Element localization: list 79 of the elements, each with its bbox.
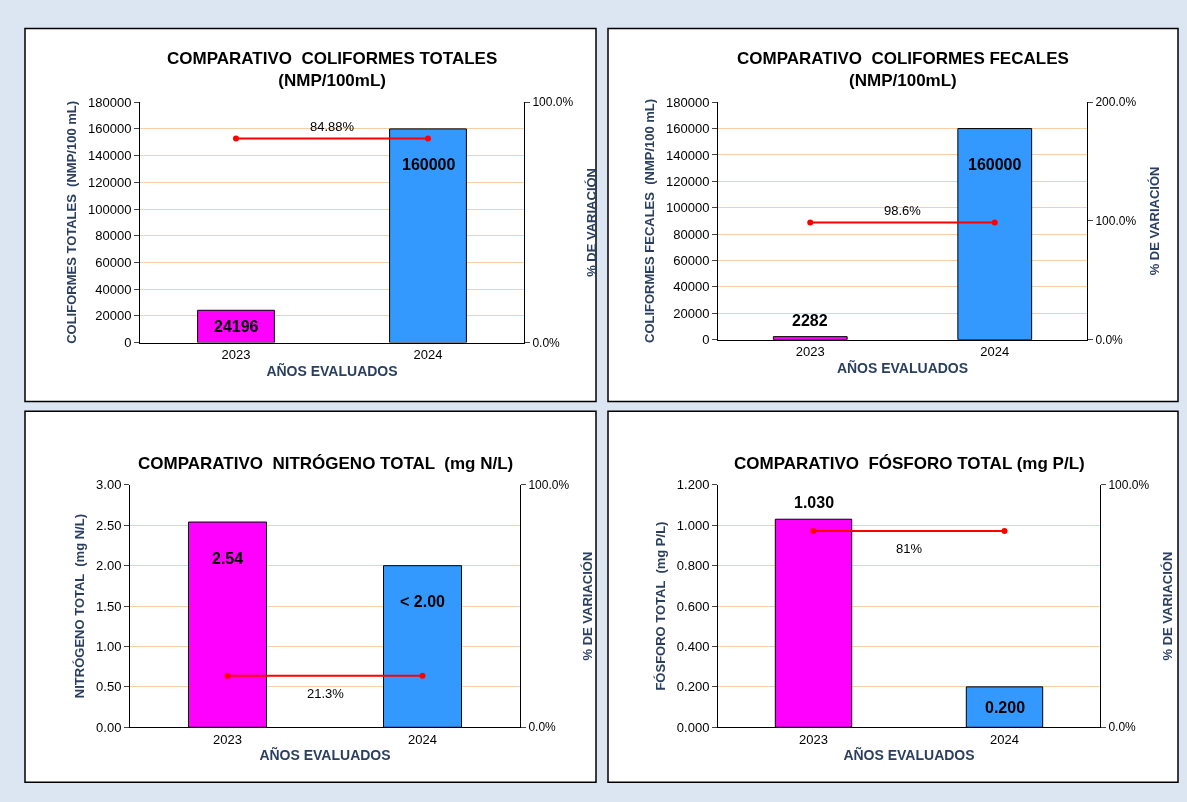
x-axis-title: AÑOS EVALUADOS	[843, 746, 975, 764]
data-label: 160000	[968, 156, 1022, 173]
y2-tick-label: 0.0%	[528, 720, 557, 735]
y-axis-title: NITRÓGENO TOTAL (mg N/L)	[72, 514, 88, 699]
y2-axis-title: % DE VARIACIÓN	[1160, 551, 1176, 661]
y-tick-label: 1.000	[676, 517, 710, 533]
y-tick-label: 120000	[666, 173, 710, 189]
data-label: 24196	[214, 318, 259, 335]
y-tick-label: 0	[124, 335, 132, 351]
y-tick-label: 0.600	[676, 598, 710, 614]
x-tick-label: 2023	[213, 731, 242, 747]
y2-axis-title: % DE VARIACIÓN	[584, 167, 600, 277]
y-axis-title: COLIFORMES TOTALES (NMP/100 mL)	[63, 100, 79, 344]
data-label: 2282	[792, 312, 828, 329]
y-tick-label: 20000	[95, 308, 132, 324]
y-tick-label: 1.50	[96, 598, 122, 614]
annotation: 98.6%	[884, 203, 922, 218]
x-axis-title: AÑOS EVALUADOS	[259, 746, 391, 764]
y-tick-label: 80000	[673, 226, 710, 242]
data-label: 1.030	[794, 494, 835, 511]
y-tick-label: 40000	[673, 279, 710, 295]
y2-tick-label: 100.0%	[1108, 478, 1150, 493]
y-tick-label: 1.00	[96, 639, 122, 655]
y-tick-label: 180000	[88, 94, 132, 110]
y-tick-label: 80000	[95, 228, 132, 244]
x-axis-title: AÑOS EVALUADOS	[836, 358, 969, 376]
y-tick-label: 180000	[666, 94, 710, 110]
y-tick-label: 60000	[95, 255, 132, 271]
annotation: 81%	[896, 541, 923, 556]
y-tick-label: 0.000	[676, 719, 710, 735]
y-tick-label: 20000	[673, 305, 710, 321]
y2-axis-title: % DE VARIACIÓN	[1147, 166, 1163, 276]
data-label: 0.200	[985, 699, 1026, 716]
x-tick-label: 2024	[990, 731, 1019, 747]
x-tick-label: 2023	[221, 347, 251, 363]
y-tick-label: 100000	[666, 200, 710, 216]
y-tick-label: 0.800	[676, 558, 710, 574]
y-tick-label: 120000	[88, 174, 132, 190]
y-tick-label: 3.00	[96, 477, 122, 493]
data-label: 2.54	[212, 550, 244, 567]
y2-tick-label: 0.0%	[532, 335, 561, 350]
y2-tick-label: 0.0%	[1108, 720, 1137, 735]
y-tick-label: 40000	[95, 281, 132, 297]
x-tick-label: 2023	[799, 731, 828, 747]
y2-tick-label: 200.0%	[1095, 95, 1137, 110]
y2-axis-title: % DE VARIACIÓN	[580, 551, 596, 661]
annotation: 21.3%	[307, 686, 345, 701]
y-tick-label: 0.200	[676, 679, 710, 695]
y2-tick-label: 100.0%	[532, 95, 574, 110]
x-tick-label: 2024	[408, 731, 437, 747]
y-tick-label: 60000	[673, 253, 710, 269]
y-tick-label: 140000	[88, 148, 132, 164]
y-axis-title: COLIFORMES FECALES (NMP/100 mL)	[641, 98, 657, 343]
chart-title: COMPARATIVO COLIFORMES TOTALES (NMP/100mL)	[167, 49, 498, 91]
data-label: 160000	[402, 156, 456, 173]
y-tick-label: 2.00	[96, 558, 122, 574]
x-tick-label: 2024	[980, 344, 1010, 360]
y-tick-label: 0	[702, 332, 710, 348]
chart-title: COMPARATIVO FÓSFORO TOTAL (mg P/L)	[734, 454, 1085, 473]
y-axis-title: FÓSFORO TOTAL (mg P/L)	[652, 521, 668, 691]
chart-title: COMPARATIVO NITRÓGENO TOTAL (mg N/L)	[138, 454, 514, 473]
x-tick-label: 2024	[413, 347, 443, 363]
y-tick-label: 160000	[666, 121, 710, 137]
y2-tick-label: 100.0%	[1095, 214, 1137, 229]
y2-tick-label: 0.0%	[1095, 332, 1124, 347]
data-label: < 2.00	[400, 593, 446, 610]
y-tick-label: 100000	[88, 201, 132, 217]
y-tick-label: 2.50	[96, 517, 122, 533]
y-tick-label: 160000	[88, 121, 132, 137]
annotation: 84.88%	[310, 119, 355, 134]
y-tick-label: 140000	[666, 147, 710, 163]
chart-title: COMPARATIVO COLIFORMES FECALES (NMP/100mL)	[737, 49, 1069, 91]
y-tick-label: 0.400	[676, 639, 710, 655]
y2-tick-label: 100.0%	[528, 478, 570, 493]
y-tick-label: 0.00	[96, 719, 122, 735]
x-axis-title: AÑOS EVALUADOS	[266, 361, 398, 379]
y-tick-label: 1.200	[676, 477, 710, 493]
x-tick-label: 2023	[795, 344, 825, 360]
y-tick-label: 0.50	[96, 679, 122, 695]
